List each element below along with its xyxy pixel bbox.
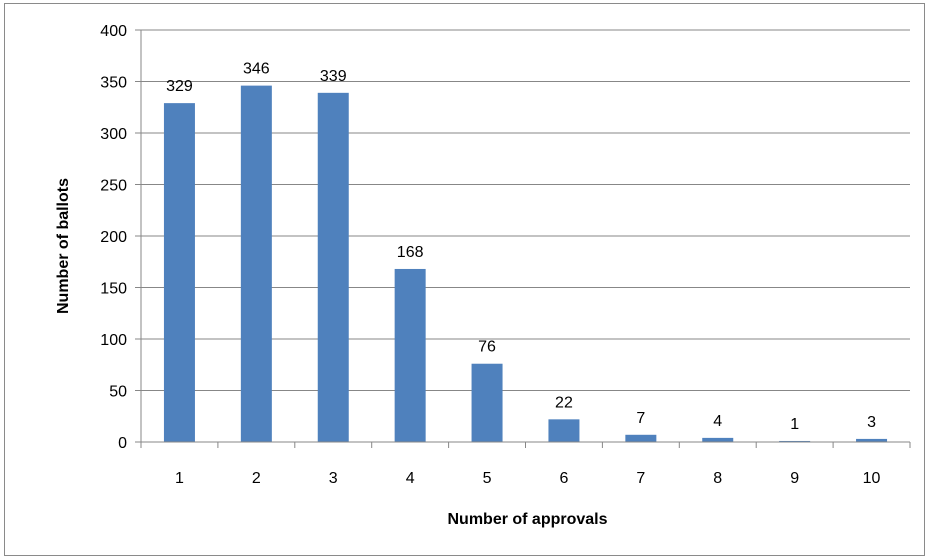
y-tick-label: 0 xyxy=(118,435,127,452)
bars xyxy=(163,85,888,443)
data-label: 346 xyxy=(243,61,270,78)
data-label: 329 xyxy=(166,78,193,95)
data-label: 3 xyxy=(867,414,876,431)
y-tick-label: 300 xyxy=(100,126,127,143)
bar xyxy=(856,438,888,442)
data-label: 4 xyxy=(713,413,722,430)
y-tick-label: 100 xyxy=(100,332,127,349)
x-tick-label: 1 xyxy=(175,470,184,487)
y-tick-label: 200 xyxy=(100,229,127,246)
y-tick-label: 400 xyxy=(100,23,127,40)
data-label: 1 xyxy=(790,416,799,433)
bar xyxy=(317,92,349,442)
x-tick-label: 6 xyxy=(559,470,568,487)
x-axis-title: Number of approvals xyxy=(447,511,607,528)
bar xyxy=(394,268,426,442)
y-tick-label: 150 xyxy=(100,281,127,298)
data-label: 339 xyxy=(320,68,347,85)
data-label: 7 xyxy=(636,410,645,427)
data-labels: 329 346 339 168 76 22 7 4 1 3 xyxy=(166,61,876,433)
bar xyxy=(163,103,195,442)
x-tick-label: 8 xyxy=(713,470,722,487)
bar xyxy=(779,440,811,442)
y-axis-title: Number of ballots xyxy=(55,178,72,314)
x-tick-label: 5 xyxy=(483,470,492,487)
x-tick-label: 4 xyxy=(406,470,415,487)
x-tick-label: 3 xyxy=(329,470,338,487)
bar xyxy=(240,85,272,443)
data-label: 22 xyxy=(555,394,573,411)
y-tick-label: 350 xyxy=(100,75,127,92)
x-tick-label: 2 xyxy=(252,470,261,487)
chart-area xyxy=(4,3,925,556)
bar xyxy=(625,434,657,442)
y-tick-label: 250 xyxy=(100,178,127,195)
tick-labels: 0 50 100 150 200 250 300 350 400 1 2 3 4 5 6 7 8 9 10 xyxy=(100,23,911,487)
y-tick-label: 50 xyxy=(109,384,127,401)
bar xyxy=(702,437,734,442)
data-label: 168 xyxy=(397,244,424,261)
data-label: 76 xyxy=(478,339,496,356)
x-tick-label: 7 xyxy=(636,470,645,487)
x-tick-label: 10 xyxy=(863,470,881,487)
bar xyxy=(471,363,503,442)
bar xyxy=(548,419,580,442)
x-tick-label: 9 xyxy=(790,470,799,487)
